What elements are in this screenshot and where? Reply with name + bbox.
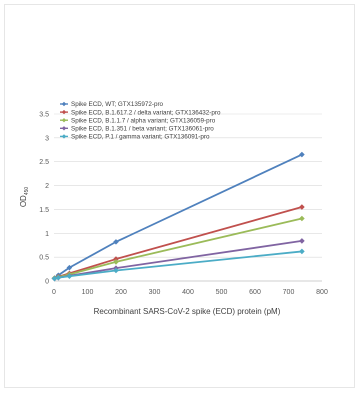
grid-lines bbox=[54, 113, 322, 258]
legend-swatch-marker bbox=[61, 101, 67, 107]
series-marker-4 bbox=[55, 274, 62, 281]
legend-entry-1: Spike ECD, B.1.617.2 / delta variant; GT… bbox=[60, 109, 221, 116]
series-marker-0 bbox=[66, 264, 73, 271]
x-tick-label: 100 bbox=[82, 289, 94, 296]
series-marker-0 bbox=[299, 151, 305, 158]
legend-label: Spike ECD, WT; GTX135972-pro bbox=[71, 101, 164, 108]
x-tick-label: 800 bbox=[316, 289, 328, 296]
series-marker-2 bbox=[299, 215, 305, 222]
series-marker-3 bbox=[299, 238, 305, 244]
y-tick-label: 2.5 bbox=[39, 159, 49, 166]
legend-label: Spike ECD, B.1.351 / beta variant; GTX13… bbox=[71, 126, 214, 133]
legend-entry-0: Spike ECD, WT; GTX135972-pro bbox=[60, 101, 164, 108]
y-tick-label: 0.5 bbox=[39, 255, 49, 262]
series-marker-1 bbox=[113, 256, 119, 262]
legend-label: Spike ECD, B.1.1.7 / alpha variant; GTX1… bbox=[71, 117, 216, 124]
legend-swatch-marker bbox=[61, 134, 67, 139]
series-marker-4 bbox=[51, 275, 58, 282]
x-tick-label: 0 bbox=[52, 289, 56, 296]
x-tick-label: 400 bbox=[182, 289, 194, 296]
series-marker-4 bbox=[66, 273, 73, 280]
legend-swatch-marker bbox=[61, 126, 67, 131]
legend-entry-2: Spike ECD, B.1.1.7 / alpha variant; GTX1… bbox=[60, 117, 216, 124]
y-tick-label: 1.5 bbox=[39, 207, 49, 214]
series-marker-4 bbox=[113, 267, 119, 274]
y-tick-label: 3 bbox=[45, 135, 49, 142]
x-axis-ticks: 0 100 200 300 400 500 600 700 800 bbox=[52, 289, 328, 296]
series-marker-4 bbox=[299, 248, 305, 255]
x-tick-label: 500 bbox=[216, 289, 228, 296]
legend-entry-3: Spike ECD, B.1.351 / beta variant; GTX13… bbox=[60, 126, 214, 133]
series-line-2 bbox=[54, 217, 303, 280]
x-tick-label: 300 bbox=[149, 289, 161, 296]
series-group bbox=[51, 151, 305, 282]
y-tick-label: 3.5 bbox=[39, 112, 49, 119]
chart-frame bbox=[4, 4, 355, 388]
x-axis-title: Recombinant SARS-CoV-2 spike (ECD) prote… bbox=[94, 307, 281, 316]
y-tick-label: 1 bbox=[45, 231, 49, 238]
series-marker-1 bbox=[299, 204, 305, 210]
x-tick-label: 200 bbox=[115, 289, 127, 296]
x-tick-label: 700 bbox=[283, 289, 295, 296]
legend-swatch-marker bbox=[61, 118, 67, 123]
series-marker-2 bbox=[113, 259, 119, 265]
legend-entry-4: Spike ECD, P.1 / gamma variant; GTX13609… bbox=[60, 134, 210, 141]
series-marker-0 bbox=[113, 239, 119, 245]
y-axis-title: OD450 bbox=[19, 187, 30, 208]
legend-label: Spike ECD, P.1 / gamma variant; GTX13609… bbox=[71, 134, 210, 141]
y-tick-label: 0 bbox=[45, 279, 49, 286]
y-tick-label: 2 bbox=[45, 183, 49, 190]
legend-label: Spike ECD, B.1.617.2 / delta variant; GT… bbox=[71, 109, 221, 116]
x-tick-label: 600 bbox=[249, 289, 261, 296]
y-axis-ticks: 0 0.5 1 1.5 2 2.5 3 3.5 bbox=[39, 112, 49, 286]
legend-swatch-marker bbox=[61, 109, 67, 115]
